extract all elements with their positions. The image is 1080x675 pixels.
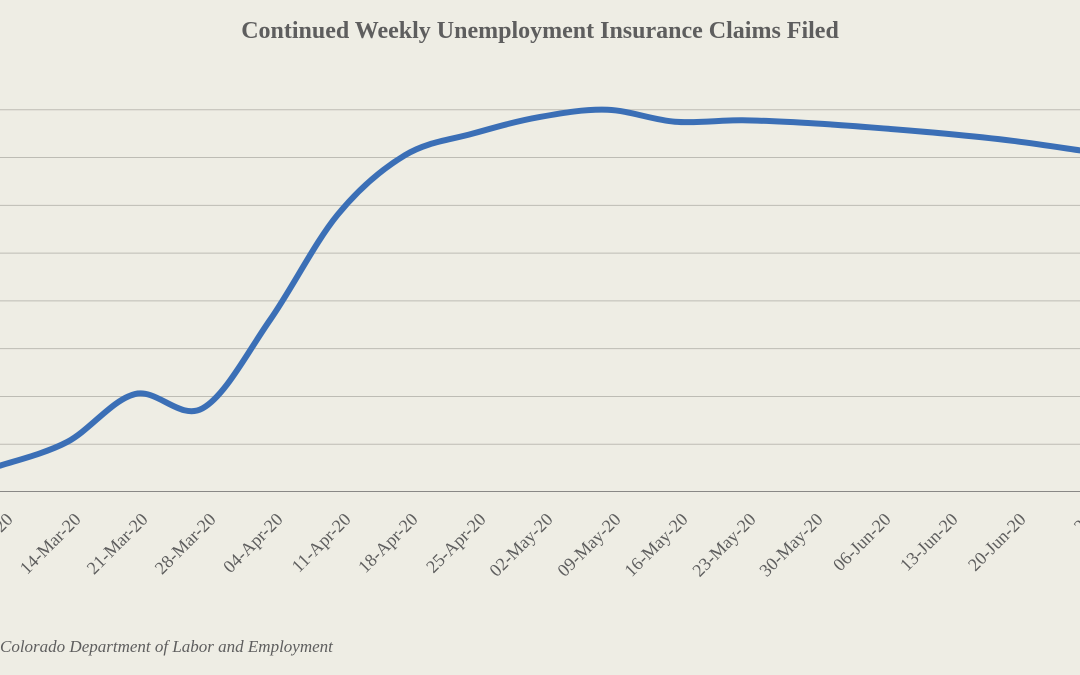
- source-note: Colorado Department of Labor and Employm…: [0, 637, 333, 657]
- chart-title: Continued Weekly Unemployment Insurance …: [0, 18, 1080, 45]
- plot-area: [0, 62, 1080, 492]
- chart-root: Continued Weekly Unemployment Insurance …: [0, 0, 1080, 675]
- series-line: [0, 110, 1080, 466]
- plot-svg: [0, 62, 1080, 492]
